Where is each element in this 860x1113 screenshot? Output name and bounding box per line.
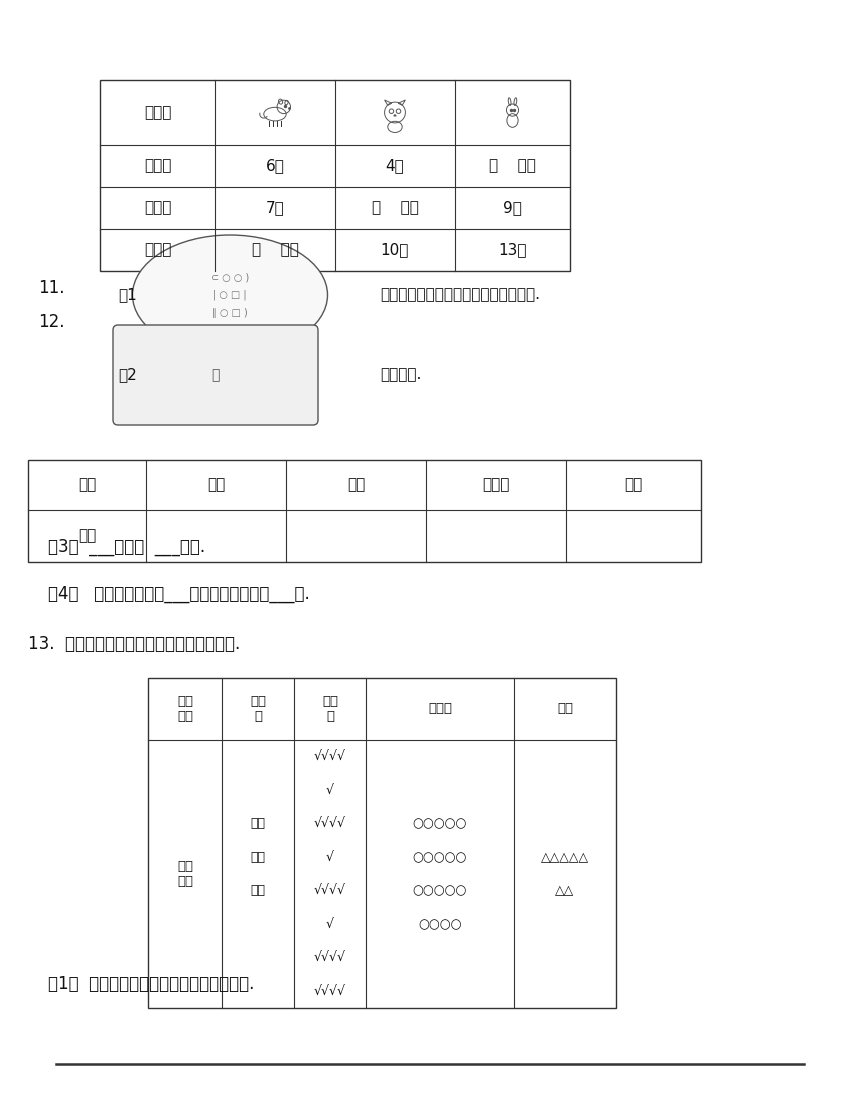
Text: 13.  下面是羊村小羊最喜欢的图书种类情况.: 13. 下面是羊村小羊最喜欢的图书种类情况. bbox=[28, 636, 240, 653]
FancyBboxPatch shape bbox=[113, 325, 318, 425]
Text: 又跑来: 又跑来 bbox=[144, 200, 171, 216]
Text: （1: （1 bbox=[118, 287, 137, 303]
Text: 其他: 其他 bbox=[557, 702, 573, 716]
Bar bbox=[100, 80, 570, 270]
Text: （1）  根据上面的调查结果完成下面的表格.: （1） 根据上面的调查结果完成下面的表格. bbox=[48, 975, 255, 993]
Text: √: √ bbox=[326, 850, 334, 864]
Text: △△: △△ bbox=[556, 884, 574, 897]
Text: √: √ bbox=[326, 784, 334, 797]
Text: 12.: 12. bbox=[38, 313, 64, 331]
Text: 科技书: 科技书 bbox=[428, 702, 452, 716]
Text: √√√√: √√√√ bbox=[314, 884, 346, 897]
Text: 正正: 正正 bbox=[250, 817, 266, 830]
Text: 7只: 7只 bbox=[266, 200, 285, 216]
Text: √: √ bbox=[326, 918, 334, 930]
Text: ⊂ ○ ○ ): ⊂ ○ ○ ) bbox=[211, 272, 249, 282]
Text: 故事
书: 故事 书 bbox=[322, 695, 338, 723]
Text: 记录
方法: 记录 方法 bbox=[177, 860, 193, 888]
Text: 13只: 13只 bbox=[498, 243, 526, 257]
Text: 茄子: 茄子 bbox=[207, 477, 225, 492]
Text: △△△△△: △△△△△ bbox=[541, 850, 589, 864]
Text: 正正: 正正 bbox=[250, 850, 266, 864]
Bar bbox=[148, 678, 616, 1008]
Text: （    ）只: （ ）只 bbox=[489, 158, 536, 174]
Text: √√√√: √√√√ bbox=[314, 952, 346, 964]
Text: ○○○○○: ○○○○○ bbox=[413, 817, 467, 830]
Text: ○○○○○: ○○○○○ bbox=[413, 850, 467, 864]
Ellipse shape bbox=[132, 235, 328, 355]
Text: （    ）只: （ ）只 bbox=[372, 200, 419, 216]
Text: 图书
种类: 图书 种类 bbox=[177, 695, 193, 723]
Text: 豆角: 豆角 bbox=[624, 477, 642, 492]
Text: 小动物: 小动物 bbox=[144, 105, 171, 120]
Text: | ○ □ |: | ○ □ | bbox=[213, 289, 247, 301]
Text: √√√√: √√√√ bbox=[314, 750, 346, 764]
Text: 11.: 11. bbox=[38, 279, 64, 297]
Text: ∥ ○ □ ): ∥ ○ □ ) bbox=[212, 308, 248, 318]
Text: 现在有: 现在有 bbox=[144, 243, 171, 257]
Text: 10只: 10只 bbox=[381, 243, 409, 257]
Text: 连环
画: 连环 画 bbox=[250, 695, 266, 723]
Text: 9只: 9只 bbox=[503, 200, 522, 216]
Text: 原来有: 原来有 bbox=[144, 158, 171, 174]
Text: 6只: 6只 bbox=[266, 158, 285, 174]
Text: √√√√: √√√√ bbox=[314, 985, 346, 997]
Text: 种类: 种类 bbox=[78, 477, 96, 492]
Text: 正正: 正正 bbox=[250, 884, 266, 897]
Text: 4只: 4只 bbox=[385, 158, 404, 174]
Text: （4）   西红柿比茄子多___个，辣椒比豆角少___个.: （4） 西红柿比茄子多___个，辣椒比豆角少___个. bbox=[48, 585, 310, 603]
Text: （    ）只: （ ）只 bbox=[252, 243, 298, 257]
Text: ○○○○: ○○○○ bbox=[418, 918, 462, 930]
Text: （2: （2 bbox=[118, 367, 137, 383]
Text: 辣椒: 辣椒 bbox=[347, 477, 366, 492]
Text: 个数: 个数 bbox=[78, 529, 96, 543]
Bar bbox=[28, 460, 701, 562]
Text: 完成下表.: 完成下表. bbox=[380, 367, 421, 383]
Text: 西红柿: 西红柿 bbox=[482, 477, 510, 492]
Text: ○○○○○: ○○○○○ bbox=[413, 884, 467, 897]
Text: 正: 正 bbox=[212, 368, 219, 382]
Text: （3）  ___最多，  ___最少.: （3） ___最多， ___最少. bbox=[48, 538, 206, 556]
Text: √√√√: √√√√ bbox=[314, 817, 346, 830]
Text: 选用你喜欢的方法统计每种蔬菜的个数.: 选用你喜欢的方法统计每种蔬菜的个数. bbox=[380, 287, 540, 303]
